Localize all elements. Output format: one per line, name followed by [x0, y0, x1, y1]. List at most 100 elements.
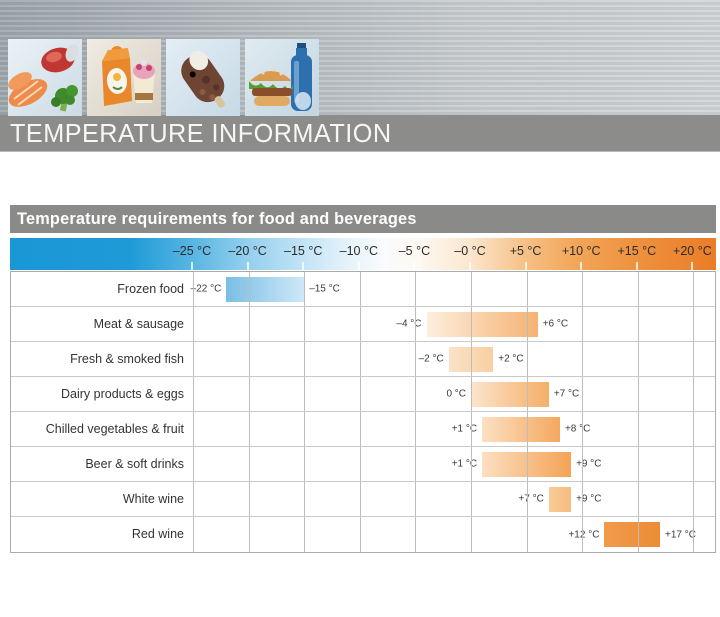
grid-line	[248, 517, 250, 552]
table-row: Chilled vegetables & fruit +1 °C +8 °C	[11, 412, 715, 447]
scale-tick-mark	[246, 262, 249, 270]
grid-line	[193, 517, 194, 552]
temperature-scale-bar: –25 °C –20 °C –15 °C –10 °C –5 °C –0 °C +5 °C +…	[10, 238, 716, 270]
scale-tick-label: +15 °C	[617, 244, 657, 258]
temperature-range-bar	[482, 452, 572, 477]
temperature-range-bar	[426, 312, 538, 337]
scale-tick-mark	[302, 262, 305, 270]
table-row: Fresh & smoked fish –2 °C +2 °C	[11, 342, 715, 377]
grid-line	[582, 517, 584, 552]
grid-line	[248, 272, 250, 306]
max-temp-label: +6 °C	[542, 318, 569, 330]
chart-title-bar: Temperature requirements for food and be…	[10, 205, 716, 233]
food-category-label: Beer & soft drinks	[85, 457, 184, 471]
max-temp-label: +9 °C	[576, 458, 602, 470]
grid-line	[526, 447, 528, 481]
grid-line	[359, 447, 361, 481]
grid-line	[304, 342, 306, 376]
grid-line	[582, 447, 584, 481]
grid-line	[359, 412, 361, 446]
max-temp-label: +7 °C	[553, 388, 580, 400]
grid-line	[582, 377, 584, 411]
grid-line	[582, 307, 584, 341]
grid-line	[582, 482, 584, 516]
burger-water-bottle-photo	[245, 39, 319, 116]
food-category-label: Red wine	[131, 527, 184, 541]
food-category-label: White wine	[122, 492, 184, 506]
scale-tick-label: +10 °C	[561, 244, 601, 258]
grid-line	[693, 482, 695, 516]
grid-line	[693, 447, 695, 481]
row-grid: 0 °C +7 °C	[193, 377, 715, 411]
row-grid: +7 °C +9 °C	[193, 482, 715, 516]
table-row: Red wine +12 °C +17 °C	[11, 517, 715, 552]
header-banner	[0, 0, 720, 116]
table-row: Frozen food –22 °C –15 °C	[11, 272, 715, 307]
grid-line	[526, 377, 528, 411]
max-temp-label: +9 °C	[576, 493, 602, 505]
food-category-label: Chilled vegetables & fruit	[45, 422, 184, 436]
grid-line	[526, 272, 528, 306]
grid-line	[359, 307, 361, 341]
scale-tick-label: –0 °C	[454, 244, 486, 258]
row-grid: –22 °C –15 °C	[190, 272, 715, 306]
grid-line	[471, 517, 472, 552]
scale-tick-label: –25 °C	[172, 244, 212, 258]
scale-tick-mark	[524, 262, 527, 270]
grid-line	[415, 342, 417, 376]
min-temp-label: –22 °C	[190, 283, 222, 295]
grid-line	[304, 307, 306, 341]
grid-line	[304, 412, 306, 446]
grid-line	[193, 272, 194, 306]
grid-line	[248, 482, 250, 516]
scale-tick-mark	[691, 262, 694, 270]
grid-line	[582, 342, 584, 376]
grid-line	[415, 377, 417, 411]
grid-line	[637, 482, 639, 516]
temperature-table: Frozen food –22 °C –15 °C Meat & sausage…	[10, 271, 716, 553]
grid-line	[637, 517, 639, 552]
scale-tick-label: –15 °C	[284, 244, 323, 258]
grid-line	[193, 447, 194, 481]
grid-line	[193, 342, 194, 376]
food-photo-strip	[8, 39, 319, 116]
max-temp-label: +2 °C	[498, 353, 524, 365]
grid-line	[359, 272, 361, 306]
max-temp-label: +8 °C	[564, 423, 591, 435]
table-row: Dairy products & eggs 0 °C +7 °C	[11, 377, 715, 412]
juice-carton-icon	[102, 46, 132, 106]
juice-carton-dessert-photo	[87, 39, 161, 116]
grid-line	[693, 307, 695, 341]
scale-tick-mark	[191, 262, 193, 270]
grid-line	[415, 307, 417, 341]
grid-line	[637, 447, 639, 481]
grid-line	[471, 377, 472, 411]
grid-line	[526, 482, 528, 516]
grid-line	[471, 307, 472, 341]
grid-line	[637, 412, 639, 446]
scale-tick-label: –10 °C	[339, 244, 378, 258]
grid-line	[415, 517, 417, 552]
grid-line	[304, 272, 306, 306]
grid-line	[526, 517, 528, 552]
food-category-label: Fresh & smoked fish	[70, 352, 184, 366]
grid-line	[526, 342, 528, 376]
temperature-range-bar	[471, 382, 549, 407]
scale-tick-label: +20 °C	[673, 244, 712, 258]
row-grid: –2 °C +2 °C	[193, 342, 715, 376]
scale-tick-mark	[357, 262, 360, 270]
salmon-fillet-icon	[8, 72, 48, 107]
chocolate-ice-bar-icon	[181, 50, 225, 108]
grid-line	[693, 272, 695, 306]
max-temp-label: +17 °C	[665, 529, 696, 540]
grid-line	[526, 307, 528, 341]
row-grid: +1 °C +9 °C	[193, 447, 715, 481]
min-temp-label: +1 °C	[451, 423, 478, 435]
grid-line	[471, 412, 472, 446]
grid-line	[471, 272, 472, 306]
grid-line	[582, 412, 584, 446]
scale-tick-label: –20 °C	[228, 244, 267, 258]
grid-line	[193, 482, 194, 516]
scale-tick-mark	[413, 262, 416, 270]
min-temp-label: +7 °C	[518, 493, 544, 505]
